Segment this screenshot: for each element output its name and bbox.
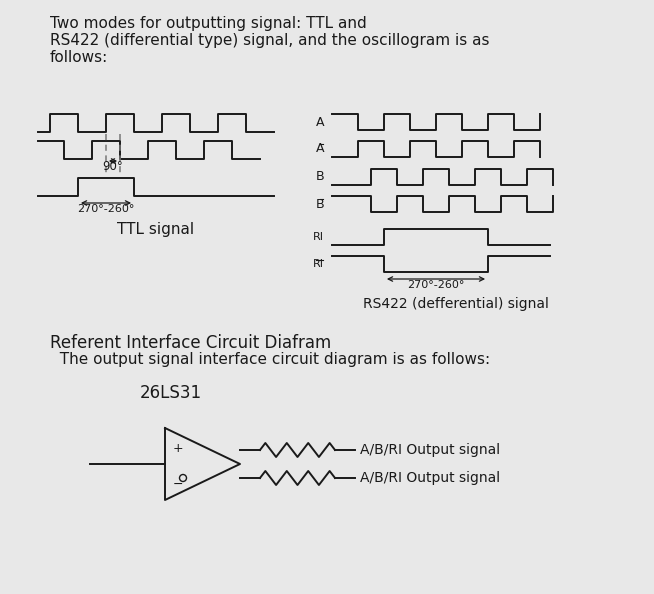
- Text: 90°: 90°: [103, 160, 124, 173]
- Text: RS422 (defferential) signal: RS422 (defferential) signal: [363, 297, 549, 311]
- Text: 270°-260°: 270°-260°: [407, 280, 465, 290]
- Text: B: B: [315, 170, 324, 184]
- Text: RI: RI: [313, 259, 324, 269]
- Text: A/B/RI Output signal: A/B/RI Output signal: [360, 471, 500, 485]
- Text: RS422 (differential type) signal, and the oscillogram is as: RS422 (differential type) signal, and th…: [50, 33, 489, 48]
- Text: 270°-260°: 270°-260°: [77, 204, 135, 214]
- Text: A: A: [315, 143, 324, 156]
- Text: RI: RI: [313, 232, 324, 242]
- Text: Two modes for outputting signal: TTL and: Two modes for outputting signal: TTL and: [50, 16, 367, 31]
- Text: follows:: follows:: [50, 50, 109, 65]
- Text: −: −: [173, 478, 184, 491]
- Text: B: B: [315, 197, 324, 210]
- Text: 26LS31: 26LS31: [140, 384, 202, 402]
- Text: A: A: [315, 115, 324, 128]
- Text: A/B/RI Output signal: A/B/RI Output signal: [360, 443, 500, 457]
- Text: Referent Interface Circuit Diafram: Referent Interface Circuit Diafram: [50, 334, 331, 352]
- Text: +: +: [173, 441, 184, 454]
- Text: The output signal interface circuit diagram is as follows:: The output signal interface circuit diag…: [50, 352, 490, 367]
- Text: TTL signal: TTL signal: [118, 222, 194, 237]
